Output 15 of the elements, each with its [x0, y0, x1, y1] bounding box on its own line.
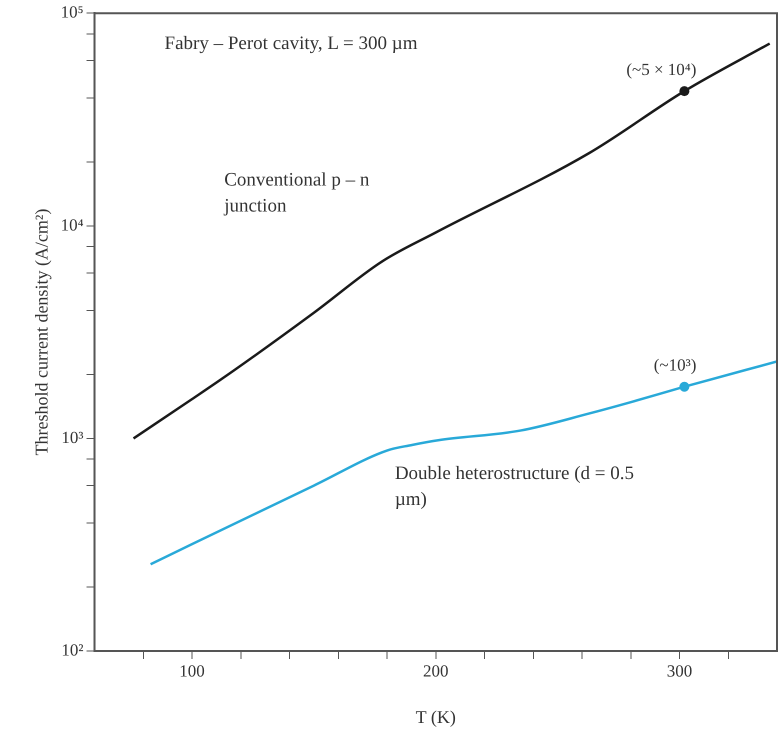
y-tick-label: 10² [61, 640, 84, 660]
annotation: (~5 × 10⁴) [626, 60, 696, 80]
x-tick-label: 100 [179, 662, 205, 681]
y-tick-label: 10³ [61, 428, 84, 447]
text: Conventional p – n junction [223, 169, 370, 216]
x-tick-label: 200 [423, 662, 449, 681]
line-series [149, 360, 777, 566]
series-label: Double heterostructure (d = 0.5 µm) [394, 462, 634, 510]
y-tick-label: 10⁴ [60, 215, 84, 234]
x-tick-label: 300 [666, 662, 692, 681]
y-tick-label: 10⁵ [60, 2, 84, 22]
y-axis-title: Threshold current density (A/cm²) [32, 208, 52, 456]
x-axis-title: T (K) [416, 706, 456, 727]
annotation: Fabry – Perot cavity, L = 300 µm [164, 33, 418, 54]
annotation: (~10³) [654, 356, 696, 375]
